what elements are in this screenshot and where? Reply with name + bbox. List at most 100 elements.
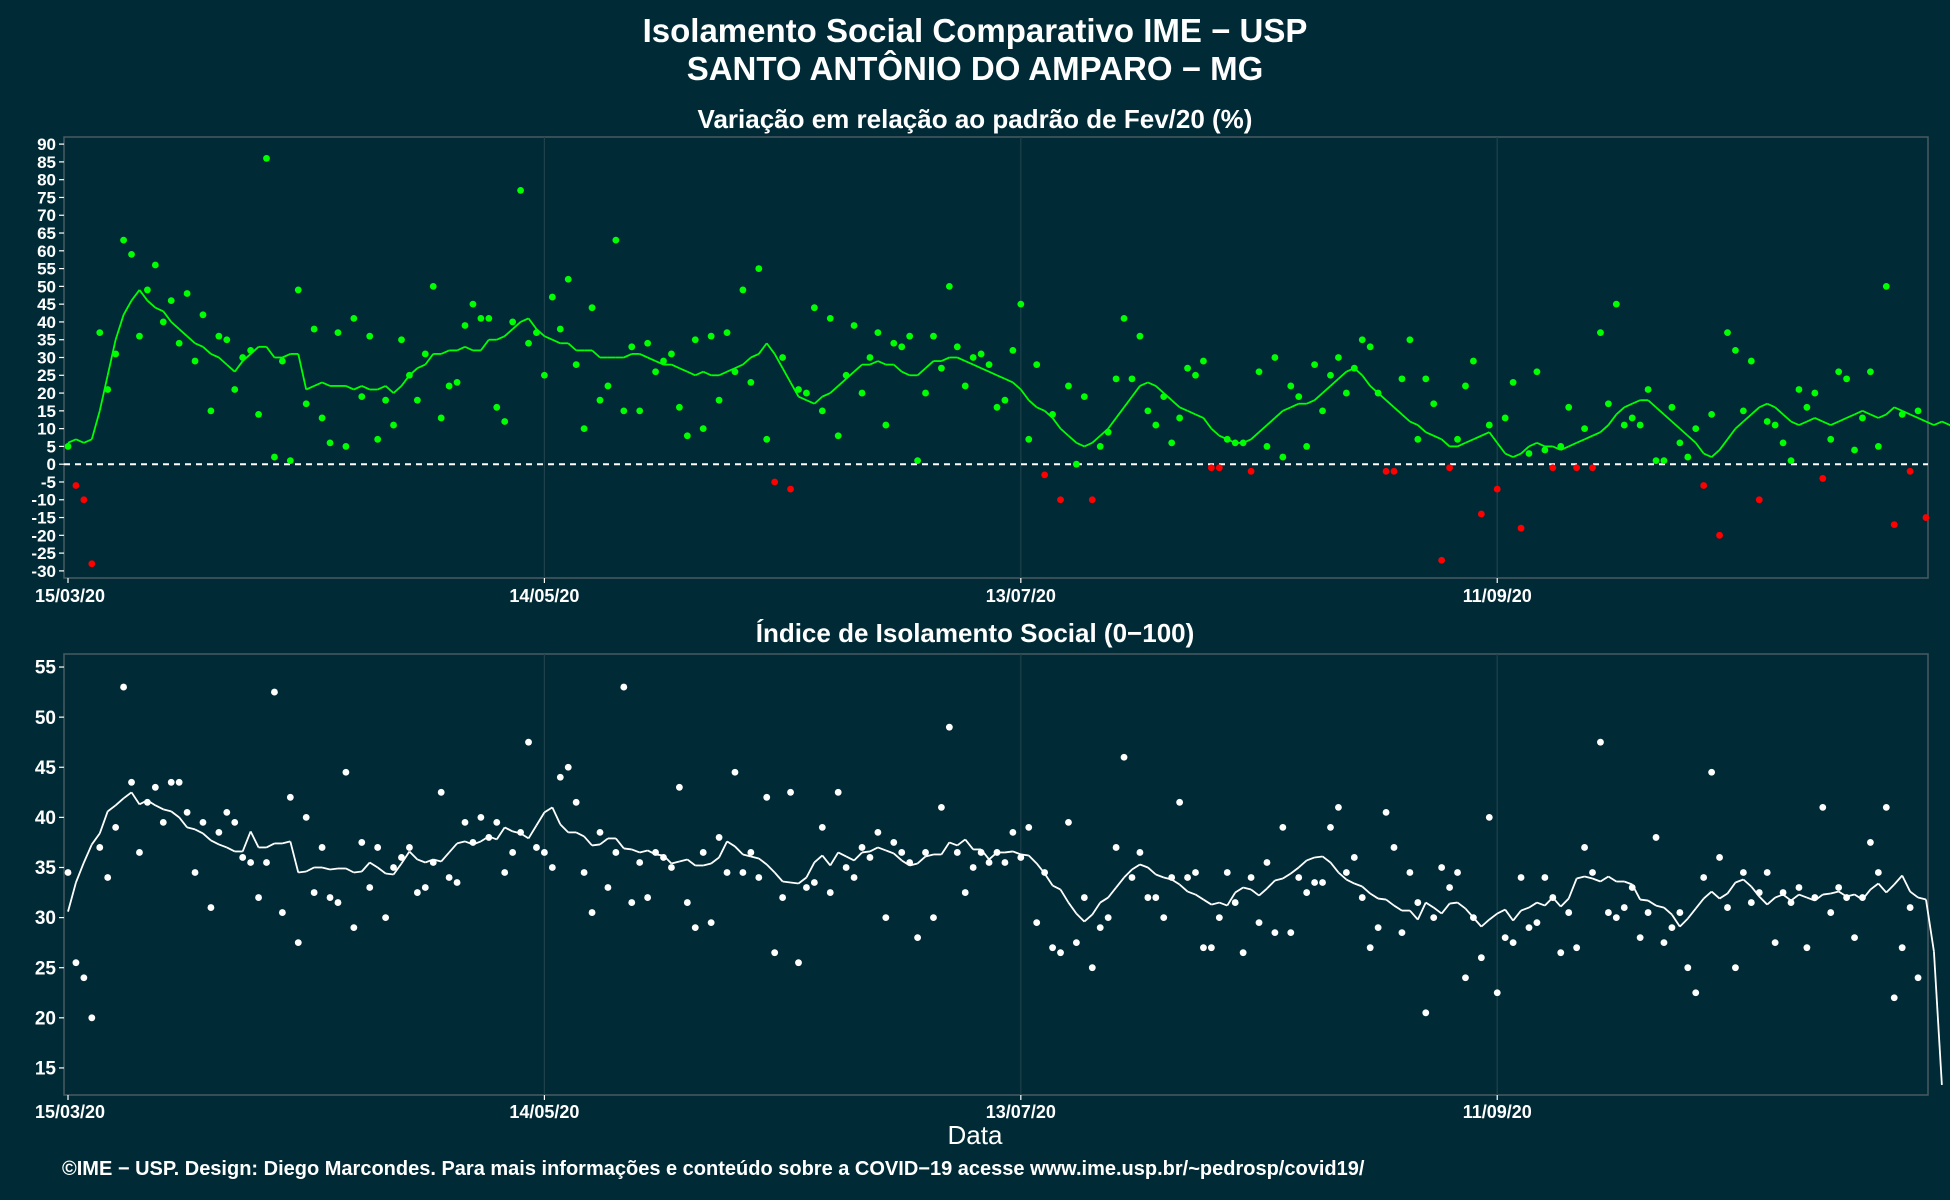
variation-moving-average-segment <box>853 363 863 373</box>
index-data-point <box>1454 869 1461 876</box>
variation-moving-average-segment <box>1726 428 1737 440</box>
variation-data-point <box>795 386 802 393</box>
variation-y-tick-label: 15 <box>37 402 56 421</box>
variation-moving-average-segment <box>345 385 355 391</box>
variation-moving-average-segment <box>1321 385 1332 394</box>
variation-data-point <box>1684 453 1692 461</box>
variation-moving-average-segment <box>964 360 974 366</box>
variation-data-point <box>1906 467 1914 475</box>
variation-data-point <box>1771 421 1779 429</box>
variation-moving-average-segment <box>202 346 212 355</box>
variation-moving-average-segment <box>1695 442 1705 455</box>
index-data-point <box>271 688 278 696</box>
index-panel-title: Índice de Isolamento Social (0−100) <box>755 618 1195 648</box>
index-y-tick-label: 40 <box>35 808 56 829</box>
variation-data-point <box>652 368 659 376</box>
variation-moving-average-segment <box>1528 442 1538 448</box>
index-moving-average-segment <box>249 831 260 848</box>
index-moving-average-segment <box>1766 896 1776 906</box>
variation-data-point <box>1001 396 1009 404</box>
index-data-point <box>826 889 834 896</box>
index-moving-average-segment <box>392 862 403 876</box>
index-data-point <box>1096 924 1104 932</box>
variation-moving-average-segment <box>480 339 490 351</box>
variation-moving-average-segment <box>766 342 776 355</box>
variation-moving-average-segment <box>1139 381 1149 387</box>
variation-moving-average-segment <box>551 338 561 345</box>
variation-moving-average-segment <box>440 349 450 355</box>
variation-data-point <box>1874 443 1882 450</box>
variation-moving-average-segment <box>1647 399 1657 408</box>
index-data-point <box>803 884 810 891</box>
index-moving-average-segment <box>98 811 109 834</box>
index-data-point <box>1009 829 1017 836</box>
variation-data-point <box>1374 389 1382 397</box>
index-data-point <box>1470 914 1477 921</box>
variation-data-point <box>898 343 906 351</box>
index-moving-average-segment <box>218 843 228 849</box>
variation-data-point <box>144 286 151 294</box>
variation-data-point <box>1867 368 1874 376</box>
variation-moving-average-segment <box>1004 378 1014 384</box>
variation-moving-average-segment <box>1282 406 1292 412</box>
index-data-point <box>247 859 255 866</box>
variation-data-point <box>509 318 517 326</box>
variation-moving-average-segment <box>75 438 85 444</box>
index-data-point <box>1160 914 1168 921</box>
index-data-point <box>1708 768 1716 776</box>
variation-data-point <box>1366 343 1374 351</box>
variation-moving-average-segment <box>1441 438 1451 448</box>
index-moving-average-segment <box>1599 875 1609 883</box>
variation-data-point <box>588 304 596 312</box>
variation-moving-average-segment <box>1067 435 1078 444</box>
index-moving-average-segment <box>615 837 625 849</box>
variation-moving-average-segment <box>869 360 879 366</box>
variation-x-tick-label: 13/07/20 <box>986 586 1056 606</box>
index-data-point <box>1398 929 1406 937</box>
variation-data-point <box>1652 457 1660 465</box>
variation-data-point <box>842 371 850 379</box>
variation-data-point <box>223 336 231 344</box>
index-moving-average-segment <box>1409 909 1419 921</box>
variation-data-point <box>945 282 953 290</box>
index-moving-average-segment <box>130 791 141 805</box>
index-data-point <box>914 934 921 942</box>
index-moving-average-segment <box>83 844 93 863</box>
variation-data-point <box>961 382 969 390</box>
index-moving-average-segment <box>400 850 411 864</box>
index-y-tick-label: 50 <box>35 708 56 729</box>
variation-data-point <box>675 403 683 411</box>
variation-moving-average-segment <box>623 353 633 359</box>
variation-data-point <box>191 357 199 365</box>
variation-data-point <box>969 354 977 361</box>
variation-moving-average-segment <box>106 339 117 376</box>
variation-data-point <box>326 439 334 447</box>
variation-data-point <box>207 407 215 415</box>
variation-data-point <box>1462 382 1469 390</box>
variation-data-point <box>175 339 183 347</box>
variation-data-point <box>922 389 929 397</box>
index-data-point <box>707 919 715 927</box>
index-data-point <box>294 939 302 947</box>
variation-data-point <box>564 275 572 283</box>
index-data-point <box>1025 823 1033 831</box>
variation-moving-average-segment <box>750 353 760 359</box>
variation-moving-average-segment <box>90 410 101 440</box>
variation-data-point <box>421 350 429 358</box>
index-moving-average-segment <box>1274 877 1284 882</box>
index-data-point <box>1215 914 1223 921</box>
variation-data-point <box>628 343 636 351</box>
index-data-point <box>1120 753 1128 761</box>
variation-moving-average-segment <box>1830 420 1840 426</box>
variation-data-point <box>239 354 247 361</box>
index-moving-average-segment <box>1242 886 1252 891</box>
index-data-point <box>1676 909 1684 916</box>
variation-data-point <box>1215 464 1223 472</box>
variation-moving-average-segment <box>1179 406 1188 412</box>
variation-data-point <box>1604 400 1612 408</box>
index-moving-average-segment <box>964 838 974 851</box>
index-data-point <box>1652 834 1660 841</box>
index-data-point <box>612 849 620 856</box>
variation-moving-average-segment <box>321 381 331 387</box>
index-moving-average-segment <box>1417 902 1427 920</box>
